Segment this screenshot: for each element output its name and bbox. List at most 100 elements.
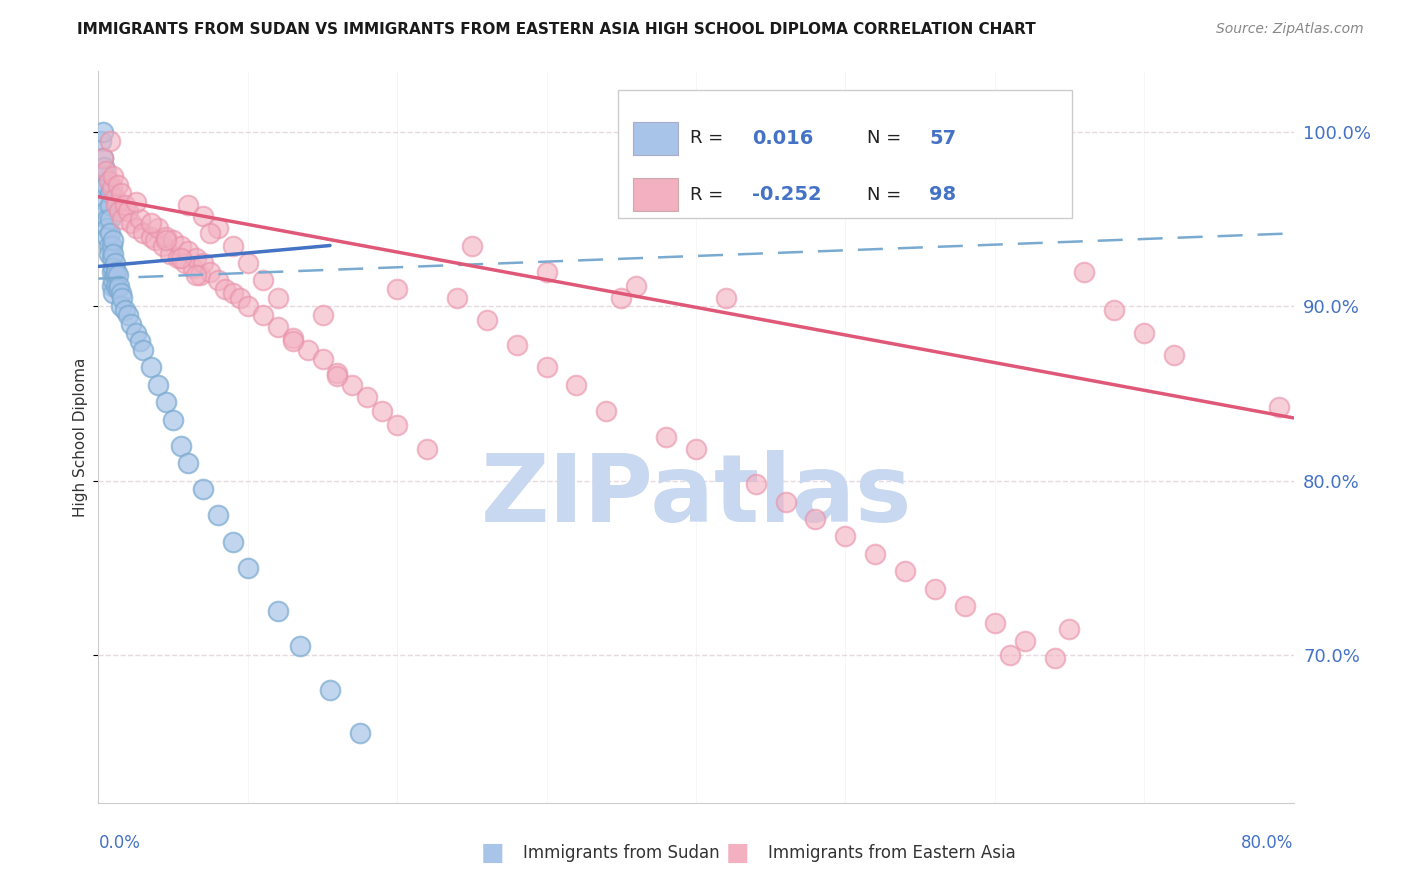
- Point: [139, 360, 162, 375]
- Point: [110, 300, 132, 314]
- Point: [101, 238, 124, 252]
- Text: R =: R =: [690, 186, 728, 203]
- Point: [129, 212, 152, 227]
- Point: [184, 251, 207, 265]
- Point: [311, 351, 333, 366]
- Text: Immigrants from Sudan: Immigrants from Sudan: [523, 844, 720, 862]
- Point: [236, 256, 259, 270]
- Point: [714, 291, 737, 305]
- Point: [207, 273, 229, 287]
- Point: [1014, 633, 1036, 648]
- Text: 0.0%: 0.0%: [98, 834, 141, 852]
- Point: [281, 331, 304, 345]
- Point: [565, 377, 588, 392]
- Point: [236, 560, 259, 574]
- Point: [349, 726, 371, 740]
- Point: [111, 291, 134, 305]
- Point: [98, 198, 122, 212]
- Point: [834, 529, 856, 543]
- Point: [214, 282, 236, 296]
- Y-axis label: High School Diploma: High School Diploma: [73, 358, 87, 516]
- Point: [98, 134, 122, 148]
- Point: [104, 256, 127, 270]
- Point: [169, 439, 191, 453]
- Point: [98, 227, 122, 241]
- Point: [506, 338, 529, 352]
- Point: [129, 334, 152, 349]
- Point: [610, 291, 633, 305]
- Point: [101, 181, 124, 195]
- Point: [371, 404, 394, 418]
- Point: [188, 268, 211, 282]
- Point: [117, 308, 139, 322]
- Point: [200, 227, 222, 241]
- Point: [103, 169, 125, 183]
- Point: [356, 390, 378, 404]
- Point: [984, 616, 1007, 631]
- Point: [229, 291, 252, 305]
- Point: [1059, 622, 1081, 636]
- Point: [446, 291, 468, 305]
- Point: [110, 186, 132, 201]
- Text: -0.252: -0.252: [752, 186, 821, 204]
- Point: [93, 169, 115, 183]
- Point: [101, 265, 124, 279]
- Point: [655, 430, 678, 444]
- Text: 98: 98: [929, 186, 956, 204]
- Point: [103, 285, 125, 300]
- Point: [685, 442, 707, 457]
- Point: [96, 229, 118, 244]
- Point: [125, 194, 148, 209]
- Point: [953, 599, 976, 613]
- Point: [94, 194, 117, 209]
- Text: ■: ■: [481, 840, 505, 864]
- Point: [132, 343, 155, 357]
- Point: [114, 302, 136, 317]
- Point: [1104, 302, 1126, 317]
- Point: [169, 251, 191, 265]
- Point: [139, 229, 162, 244]
- Point: [174, 256, 197, 270]
- Point: [385, 417, 409, 432]
- FancyBboxPatch shape: [633, 178, 678, 211]
- Point: [342, 377, 364, 392]
- Text: N =: N =: [868, 129, 907, 147]
- Point: [96, 212, 118, 227]
- Text: ZIPatlas: ZIPatlas: [481, 450, 911, 541]
- Text: IMMIGRANTS FROM SUDAN VS IMMIGRANTS FROM EASTERN ASIA HIGH SCHOOL DIPLOMA CORREL: IMMIGRANTS FROM SUDAN VS IMMIGRANTS FROM…: [77, 22, 1036, 37]
- Point: [416, 442, 439, 457]
- Point: [191, 256, 214, 270]
- Point: [104, 192, 127, 206]
- Point: [536, 360, 558, 375]
- Point: [94, 203, 117, 218]
- Point: [267, 320, 290, 334]
- Point: [107, 178, 129, 192]
- Point: [125, 221, 148, 235]
- Point: [461, 238, 484, 252]
- Point: [159, 247, 181, 261]
- Point: [169, 238, 191, 252]
- Point: [103, 273, 125, 287]
- Point: [108, 203, 131, 218]
- Point: [191, 483, 214, 497]
- Point: [105, 265, 128, 279]
- Point: [111, 212, 134, 227]
- Point: [107, 282, 129, 296]
- Point: [865, 547, 887, 561]
- Point: [117, 203, 139, 218]
- Point: [924, 582, 946, 596]
- Text: Immigrants from Eastern Asia: Immigrants from Eastern Asia: [768, 844, 1015, 862]
- Point: [103, 233, 125, 247]
- Point: [166, 251, 188, 265]
- Point: [626, 278, 648, 293]
- Point: [1267, 401, 1289, 415]
- Point: [132, 227, 155, 241]
- Point: [125, 326, 148, 340]
- Point: [101, 278, 124, 293]
- Point: [385, 282, 409, 296]
- Point: [148, 221, 170, 235]
- Point: [177, 198, 200, 212]
- Point: [104, 268, 127, 282]
- Point: [120, 317, 142, 331]
- Point: [1073, 265, 1095, 279]
